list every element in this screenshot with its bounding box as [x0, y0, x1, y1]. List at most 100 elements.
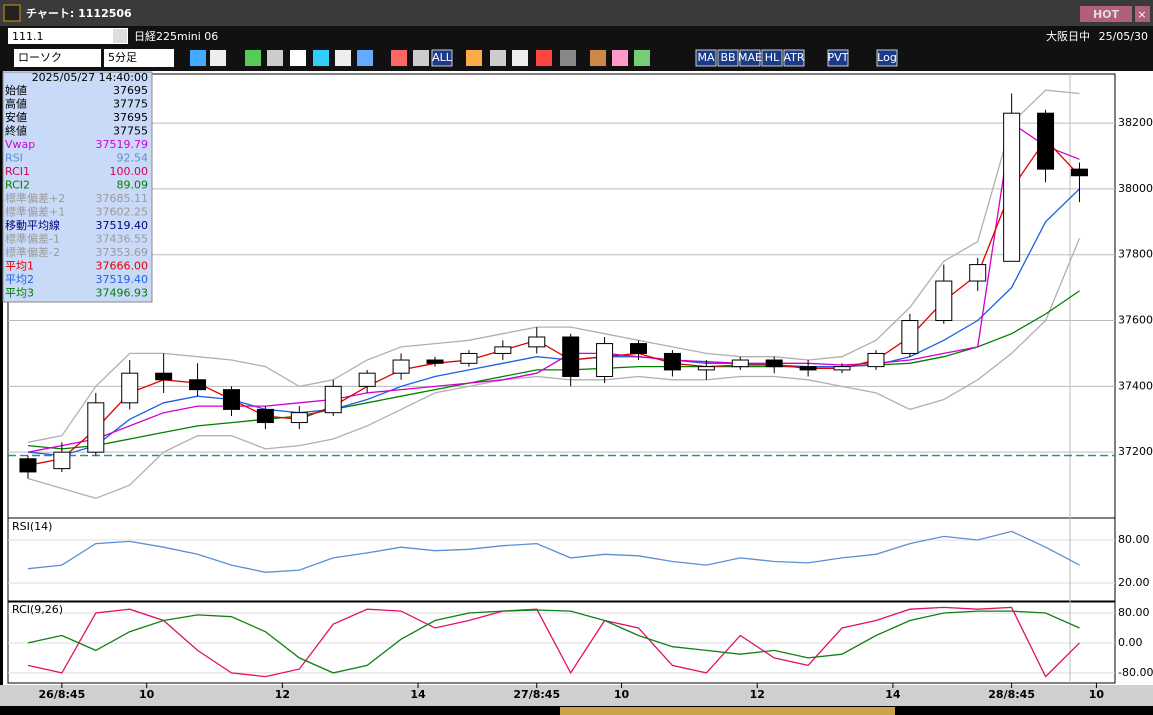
tool-button[interactable] — [876, 49, 898, 67]
tool-button[interactable] — [783, 49, 805, 67]
candle-body — [596, 343, 614, 377]
panel-frame — [7, 600, 1116, 684]
x-tick-label: 14 — [885, 688, 901, 701]
tool-icon[interactable] — [466, 50, 482, 66]
info-label: 平均1 — [5, 260, 34, 273]
candle-body — [87, 402, 105, 453]
info-value: 37695 — [113, 84, 148, 97]
info-value: 37666.00 — [96, 260, 149, 273]
candle-body — [494, 346, 512, 354]
info-label: 終値 — [5, 124, 27, 138]
close-icon: × — [1137, 8, 1146, 21]
y-tick-label: 80.00 — [1118, 533, 1150, 546]
tool-button[interactable] — [827, 49, 849, 67]
symbol-row — [0, 26, 1153, 46]
session: 大阪日中 — [1046, 29, 1090, 43]
chart-type-select[interactable] — [14, 49, 101, 67]
tool-icon[interactable] — [560, 50, 576, 66]
tool-icon[interactable] — [634, 50, 650, 66]
tool-icon[interactable] — [290, 50, 306, 66]
tool-icon[interactable] — [512, 50, 528, 66]
info-value: 37519.40 — [96, 219, 149, 232]
interval: 5分足 — [108, 51, 137, 64]
candle-body — [426, 359, 444, 364]
candle-body — [121, 372, 139, 404]
info-value: 37519.40 — [96, 273, 149, 286]
close-button[interactable] — [1135, 6, 1150, 22]
candle-body — [358, 372, 376, 387]
info-label: RCI2 — [5, 179, 30, 192]
tool-icon[interactable] — [190, 50, 206, 66]
tool-button-label: PVT — [828, 51, 849, 64]
candle-body — [256, 408, 274, 424]
candle-body — [765, 359, 783, 368]
candle-body — [969, 264, 987, 282]
x-tick-label: 12 — [275, 688, 290, 701]
tool-icon[interactable] — [245, 50, 261, 66]
x-tick-label: 10 — [614, 688, 630, 701]
info-label: 移動平均線 — [5, 218, 60, 232]
info-value: 92.54 — [117, 152, 149, 165]
tool-icon[interactable] — [357, 50, 373, 66]
info-value: 37602.25 — [96, 206, 149, 219]
indicator-line — [27, 121, 1080, 453]
candle-body — [731, 359, 749, 368]
info-datetime: 2025/05/27 14:40:00 — [32, 71, 148, 84]
tool-icon[interactable] — [210, 50, 226, 66]
info-label: 平均3 — [5, 287, 34, 300]
tool-button-label: MA — [697, 51, 714, 64]
candle-body — [867, 352, 885, 368]
hot-button[interactable] — [1080, 6, 1132, 22]
tool-button[interactable] — [739, 49, 761, 67]
dropdown-btn[interactable] — [113, 29, 127, 43]
tool-icon[interactable] — [267, 50, 283, 66]
symbol-input[interactable] — [8, 28, 128, 44]
tool-button[interactable] — [761, 49, 783, 67]
info-label: 標準偏差+2 — [5, 191, 65, 205]
candle-body — [290, 412, 308, 424]
tool-icon[interactable] — [612, 50, 628, 66]
tool-icon[interactable] — [590, 50, 606, 66]
tool-button[interactable] — [695, 49, 717, 67]
tool-icon[interactable] — [536, 50, 552, 66]
info-value: 37695 — [113, 111, 148, 124]
info-label: 標準偏差-1 — [5, 232, 60, 246]
info-value: 37775 — [113, 98, 148, 111]
candle-body — [460, 352, 478, 364]
tool-icon[interactable] — [391, 50, 407, 66]
candle-body — [155, 372, 173, 381]
info-label: 平均2 — [5, 273, 34, 286]
x-tick-label: 10 — [1089, 688, 1105, 701]
info-label: RSI — [5, 152, 23, 165]
x-axis-bar — [0, 685, 1153, 706]
tool-icon[interactable] — [413, 50, 429, 66]
scroll-thumb[interactable] — [560, 707, 895, 715]
tool-icon[interactable] — [313, 50, 329, 66]
info-label: 高値 — [5, 97, 27, 111]
candle-body — [799, 366, 817, 371]
y-tick-label: 37400 — [1118, 379, 1153, 392]
info-value: 37496.93 — [96, 287, 149, 300]
tool-button-label: HL — [765, 51, 780, 64]
tool-button[interactable] — [431, 49, 453, 67]
y-tick-label: -80.00 — [1118, 666, 1153, 679]
indicator-line — [27, 606, 1080, 678]
indicator-line — [27, 290, 1080, 450]
tool-button[interactable] — [717, 49, 739, 67]
tool-icon[interactable] — [335, 50, 351, 66]
indicator-line — [27, 89, 1080, 443]
panel-label: RCI(9,26) — [12, 603, 63, 616]
candle-body — [562, 336, 580, 377]
x-tick-label: 12 — [750, 688, 765, 701]
x-tick-label: 10 — [139, 688, 155, 701]
info-label: 始値 — [5, 83, 27, 97]
tool-button-label: BB — [720, 51, 735, 64]
interval-select[interactable] — [104, 49, 174, 67]
candle-body — [697, 366, 715, 371]
candle-body — [528, 336, 546, 348]
tool-icon[interactable] — [490, 50, 506, 66]
candle-body — [1070, 168, 1088, 177]
app-icon — [3, 4, 21, 22]
